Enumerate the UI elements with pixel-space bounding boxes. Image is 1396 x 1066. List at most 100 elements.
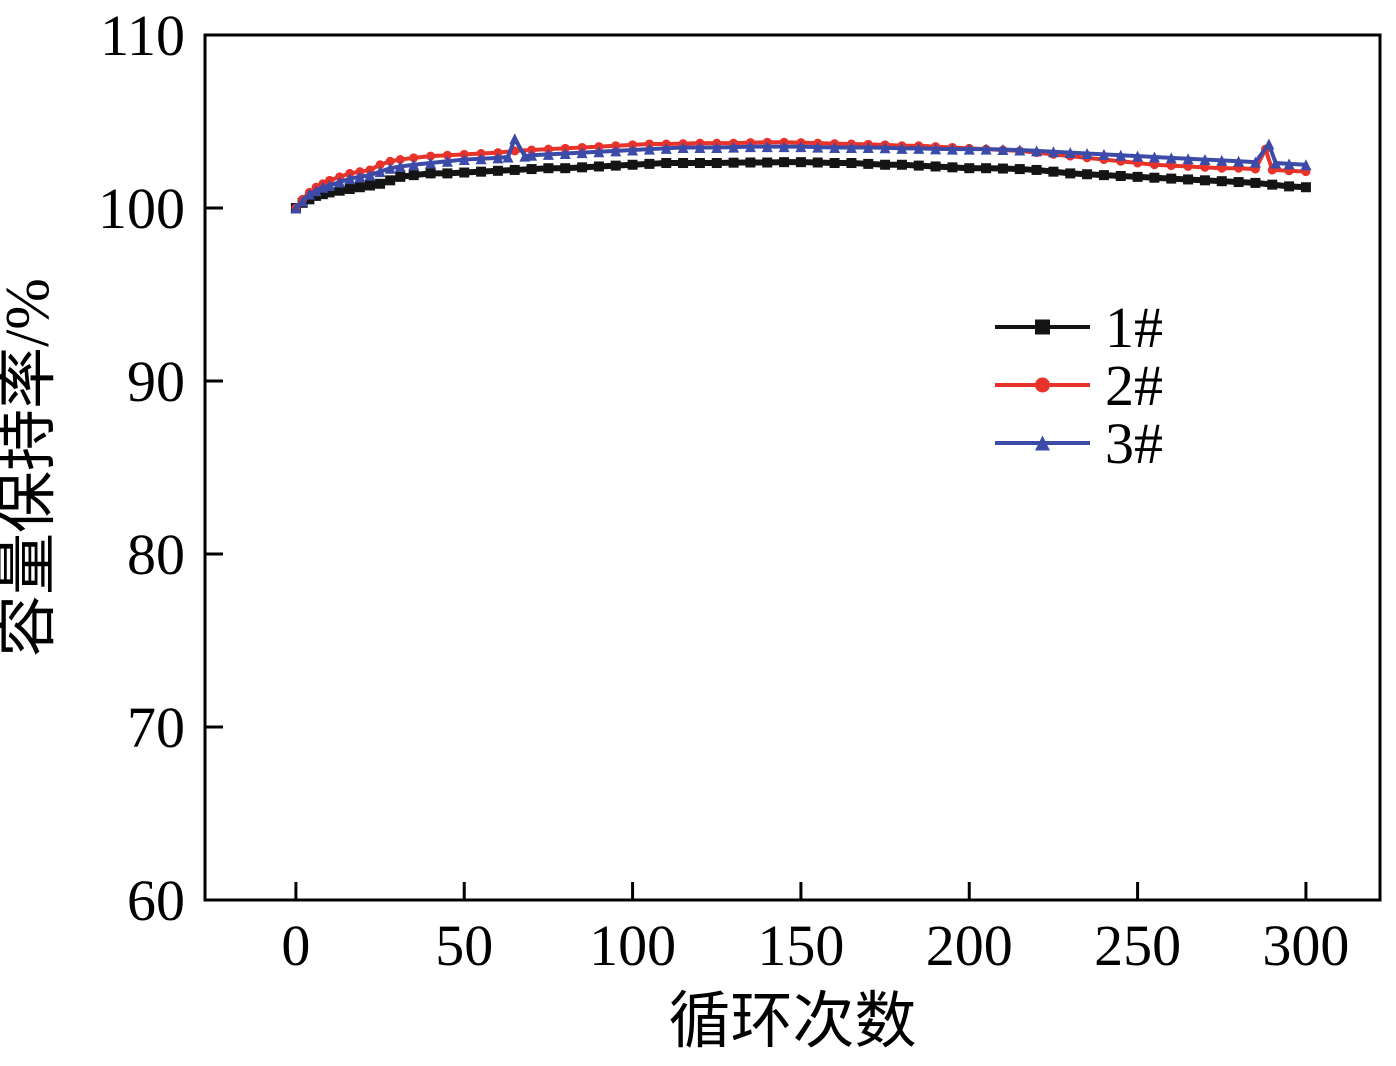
square-marker [997, 163, 1008, 174]
triangle-marker [526, 149, 538, 161]
square-marker [1082, 169, 1093, 180]
square-marker [627, 159, 638, 170]
square-marker [947, 162, 958, 173]
square-marker [610, 160, 621, 171]
y-tick-label: 70 [127, 695, 185, 760]
triangle-marker [394, 160, 406, 172]
circle-marker [1149, 160, 1159, 170]
triangle-marker [778, 141, 790, 153]
triangle-marker [728, 141, 740, 153]
triangle-marker [711, 141, 723, 153]
triangle-marker [896, 142, 908, 154]
triangle-marker [458, 154, 470, 166]
triangle-marker [829, 141, 841, 153]
triangle-marker [1014, 144, 1026, 156]
square-marker [745, 157, 756, 168]
triangle-marker [542, 148, 554, 160]
x-tick-label: 300 [1262, 913, 1349, 978]
square-marker [1065, 168, 1076, 179]
triangle-marker [290, 202, 302, 214]
triangle-marker [492, 152, 504, 164]
triangle-marker [744, 141, 756, 153]
triangle-marker [1233, 155, 1245, 167]
triangle-marker [913, 142, 925, 154]
triangle-marker [980, 143, 992, 155]
square-marker [913, 160, 924, 171]
x-tick-label: 0 [281, 913, 310, 978]
square-marker [425, 168, 436, 179]
triangle-marker [997, 144, 1009, 156]
triangle-marker [1270, 157, 1282, 169]
triangle-marker [1182, 153, 1194, 165]
square-marker [375, 178, 386, 189]
square-marker [1199, 175, 1210, 186]
x-axis-label: 循环次数 [668, 988, 916, 1056]
triangle-marker [1216, 154, 1228, 166]
square-marker [981, 163, 992, 174]
circle-marker [375, 160, 385, 170]
triangle-marker [795, 141, 807, 153]
square-marker [1233, 177, 1244, 188]
y-tick-label: 80 [127, 522, 185, 587]
triangle-marker [1098, 148, 1110, 160]
triangle-marker [441, 155, 453, 167]
circle-marker [1035, 377, 1050, 393]
circle-marker [409, 153, 419, 163]
triangle-marker [502, 151, 514, 163]
square-marker [896, 159, 907, 170]
square-marker [1035, 319, 1050, 335]
square-marker [395, 171, 406, 182]
legend-label: 2# [1105, 353, 1163, 418]
triangle-marker [384, 162, 396, 174]
triangle-marker [963, 143, 975, 155]
y-tick-label: 100 [98, 176, 185, 241]
triangle-marker [1081, 148, 1093, 160]
triangle-marker [509, 133, 521, 145]
square-marker [560, 163, 571, 174]
square-marker [1284, 181, 1295, 192]
square-marker [1149, 172, 1160, 183]
square-marker [1014, 164, 1025, 175]
square-marker [779, 157, 790, 168]
square-marker [678, 158, 689, 169]
square-marker [1115, 170, 1126, 181]
square-marker [829, 158, 840, 169]
y-tick-label: 90 [127, 349, 185, 414]
square-marker [795, 157, 806, 168]
triangle-marker [475, 153, 487, 165]
x-tick-label: 150 [757, 913, 844, 978]
square-marker [385, 175, 396, 186]
square-marker [492, 165, 503, 176]
x-tick-label: 200 [926, 913, 1013, 978]
triangle-marker [845, 141, 857, 153]
square-marker [762, 157, 773, 168]
series-line [294, 136, 1307, 210]
triangle-marker [593, 146, 605, 158]
square-marker [1098, 170, 1109, 181]
square-marker [711, 158, 722, 169]
legend-label: 3# [1105, 411, 1163, 476]
square-marker [526, 164, 537, 175]
circle-marker [385, 156, 395, 166]
legend: 1#2#3# [995, 295, 1163, 476]
triangle-marker [1035, 435, 1050, 451]
triangle-marker [425, 157, 437, 169]
square-marker [1031, 164, 1042, 175]
square-marker [644, 158, 655, 169]
square-marker [593, 161, 604, 172]
x-tick-label: 250 [1094, 913, 1181, 978]
triangle-marker [364, 169, 376, 181]
triangle-marker [812, 141, 824, 153]
x-tick-label: 100 [589, 913, 676, 978]
square-marker [812, 157, 823, 168]
triangle-marker [643, 143, 655, 155]
triangle-marker [946, 143, 958, 155]
square-marker [863, 158, 874, 169]
triangle-marker [660, 142, 672, 154]
square-marker [964, 163, 975, 174]
circle-marker [426, 151, 436, 161]
triangle-marker [1300, 159, 1312, 171]
circle-marker [1166, 161, 1176, 171]
